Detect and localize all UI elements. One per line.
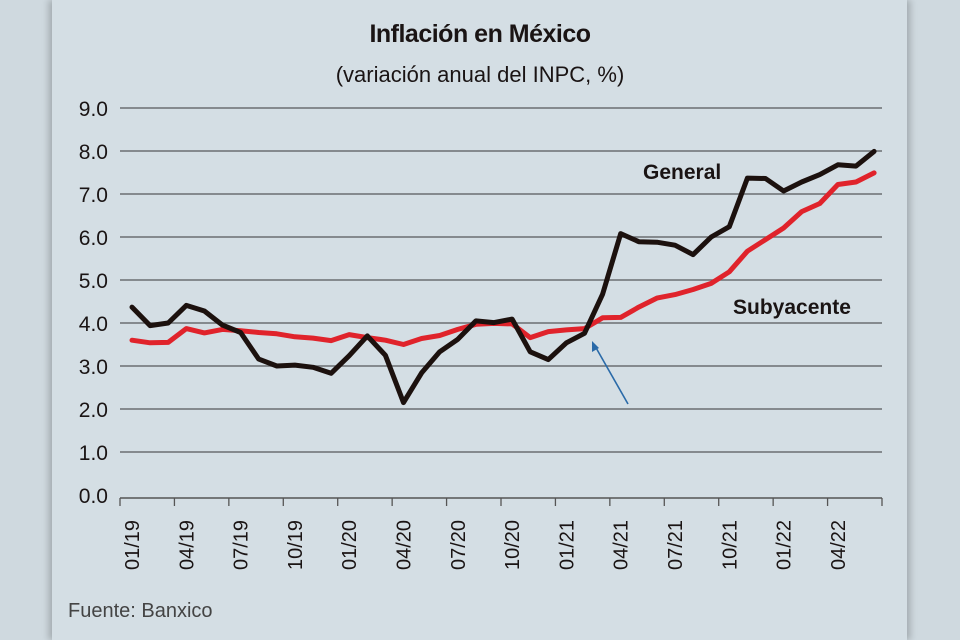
x-tick-label: 10/21 — [719, 520, 741, 570]
series-line-subyacente — [129, 170, 877, 347]
y-tick-label: 6.0 — [79, 227, 108, 250]
x-tick-label: 04/20 — [394, 520, 416, 570]
x-tick-label: 07/21 — [665, 520, 687, 570]
x-tick-label: 10/19 — [285, 520, 307, 570]
chart-title: Inflación en México — [369, 20, 591, 48]
legend-label-general: General — [643, 161, 721, 184]
chart-subtitle: (variación anual del INPC, %) — [335, 62, 625, 87]
x-tick-label: 10/20 — [502, 520, 524, 570]
x-tick-label: 01/21 — [556, 520, 578, 570]
x-tick-label: 07/19 — [231, 520, 253, 570]
x-tick-label: 01/19 — [122, 520, 144, 570]
y-tick-label: 9.0 — [79, 98, 108, 121]
series-line-general — [129, 148, 877, 406]
y-tick-label: 0.0 — [79, 485, 108, 508]
y-tick-label: 3.0 — [79, 356, 108, 379]
y-tick-label: 2.0 — [79, 399, 108, 422]
x-tick-label: 04/19 — [176, 520, 198, 570]
annotation-arrow-icon — [594, 345, 629, 405]
y-tick-label: 5.0 — [79, 270, 108, 293]
source-note: Fuente: Banxico — [68, 600, 213, 622]
legend-label-subyacente: Subyacente — [733, 296, 851, 319]
x-tick-label: 04/21 — [611, 520, 633, 570]
y-tick-label: 1.0 — [79, 442, 108, 465]
y-tick-label: 8.0 — [79, 141, 108, 164]
x-tick-label: 01/20 — [339, 520, 361, 570]
y-tick-label: 7.0 — [79, 184, 108, 207]
annotation-arrowhead-icon — [592, 341, 599, 352]
x-tick-label: 04/22 — [828, 520, 850, 570]
y-tick-label: 4.0 — [79, 313, 108, 336]
x-tick-label: 01/22 — [774, 520, 796, 570]
x-tick-label: 07/20 — [448, 520, 470, 570]
